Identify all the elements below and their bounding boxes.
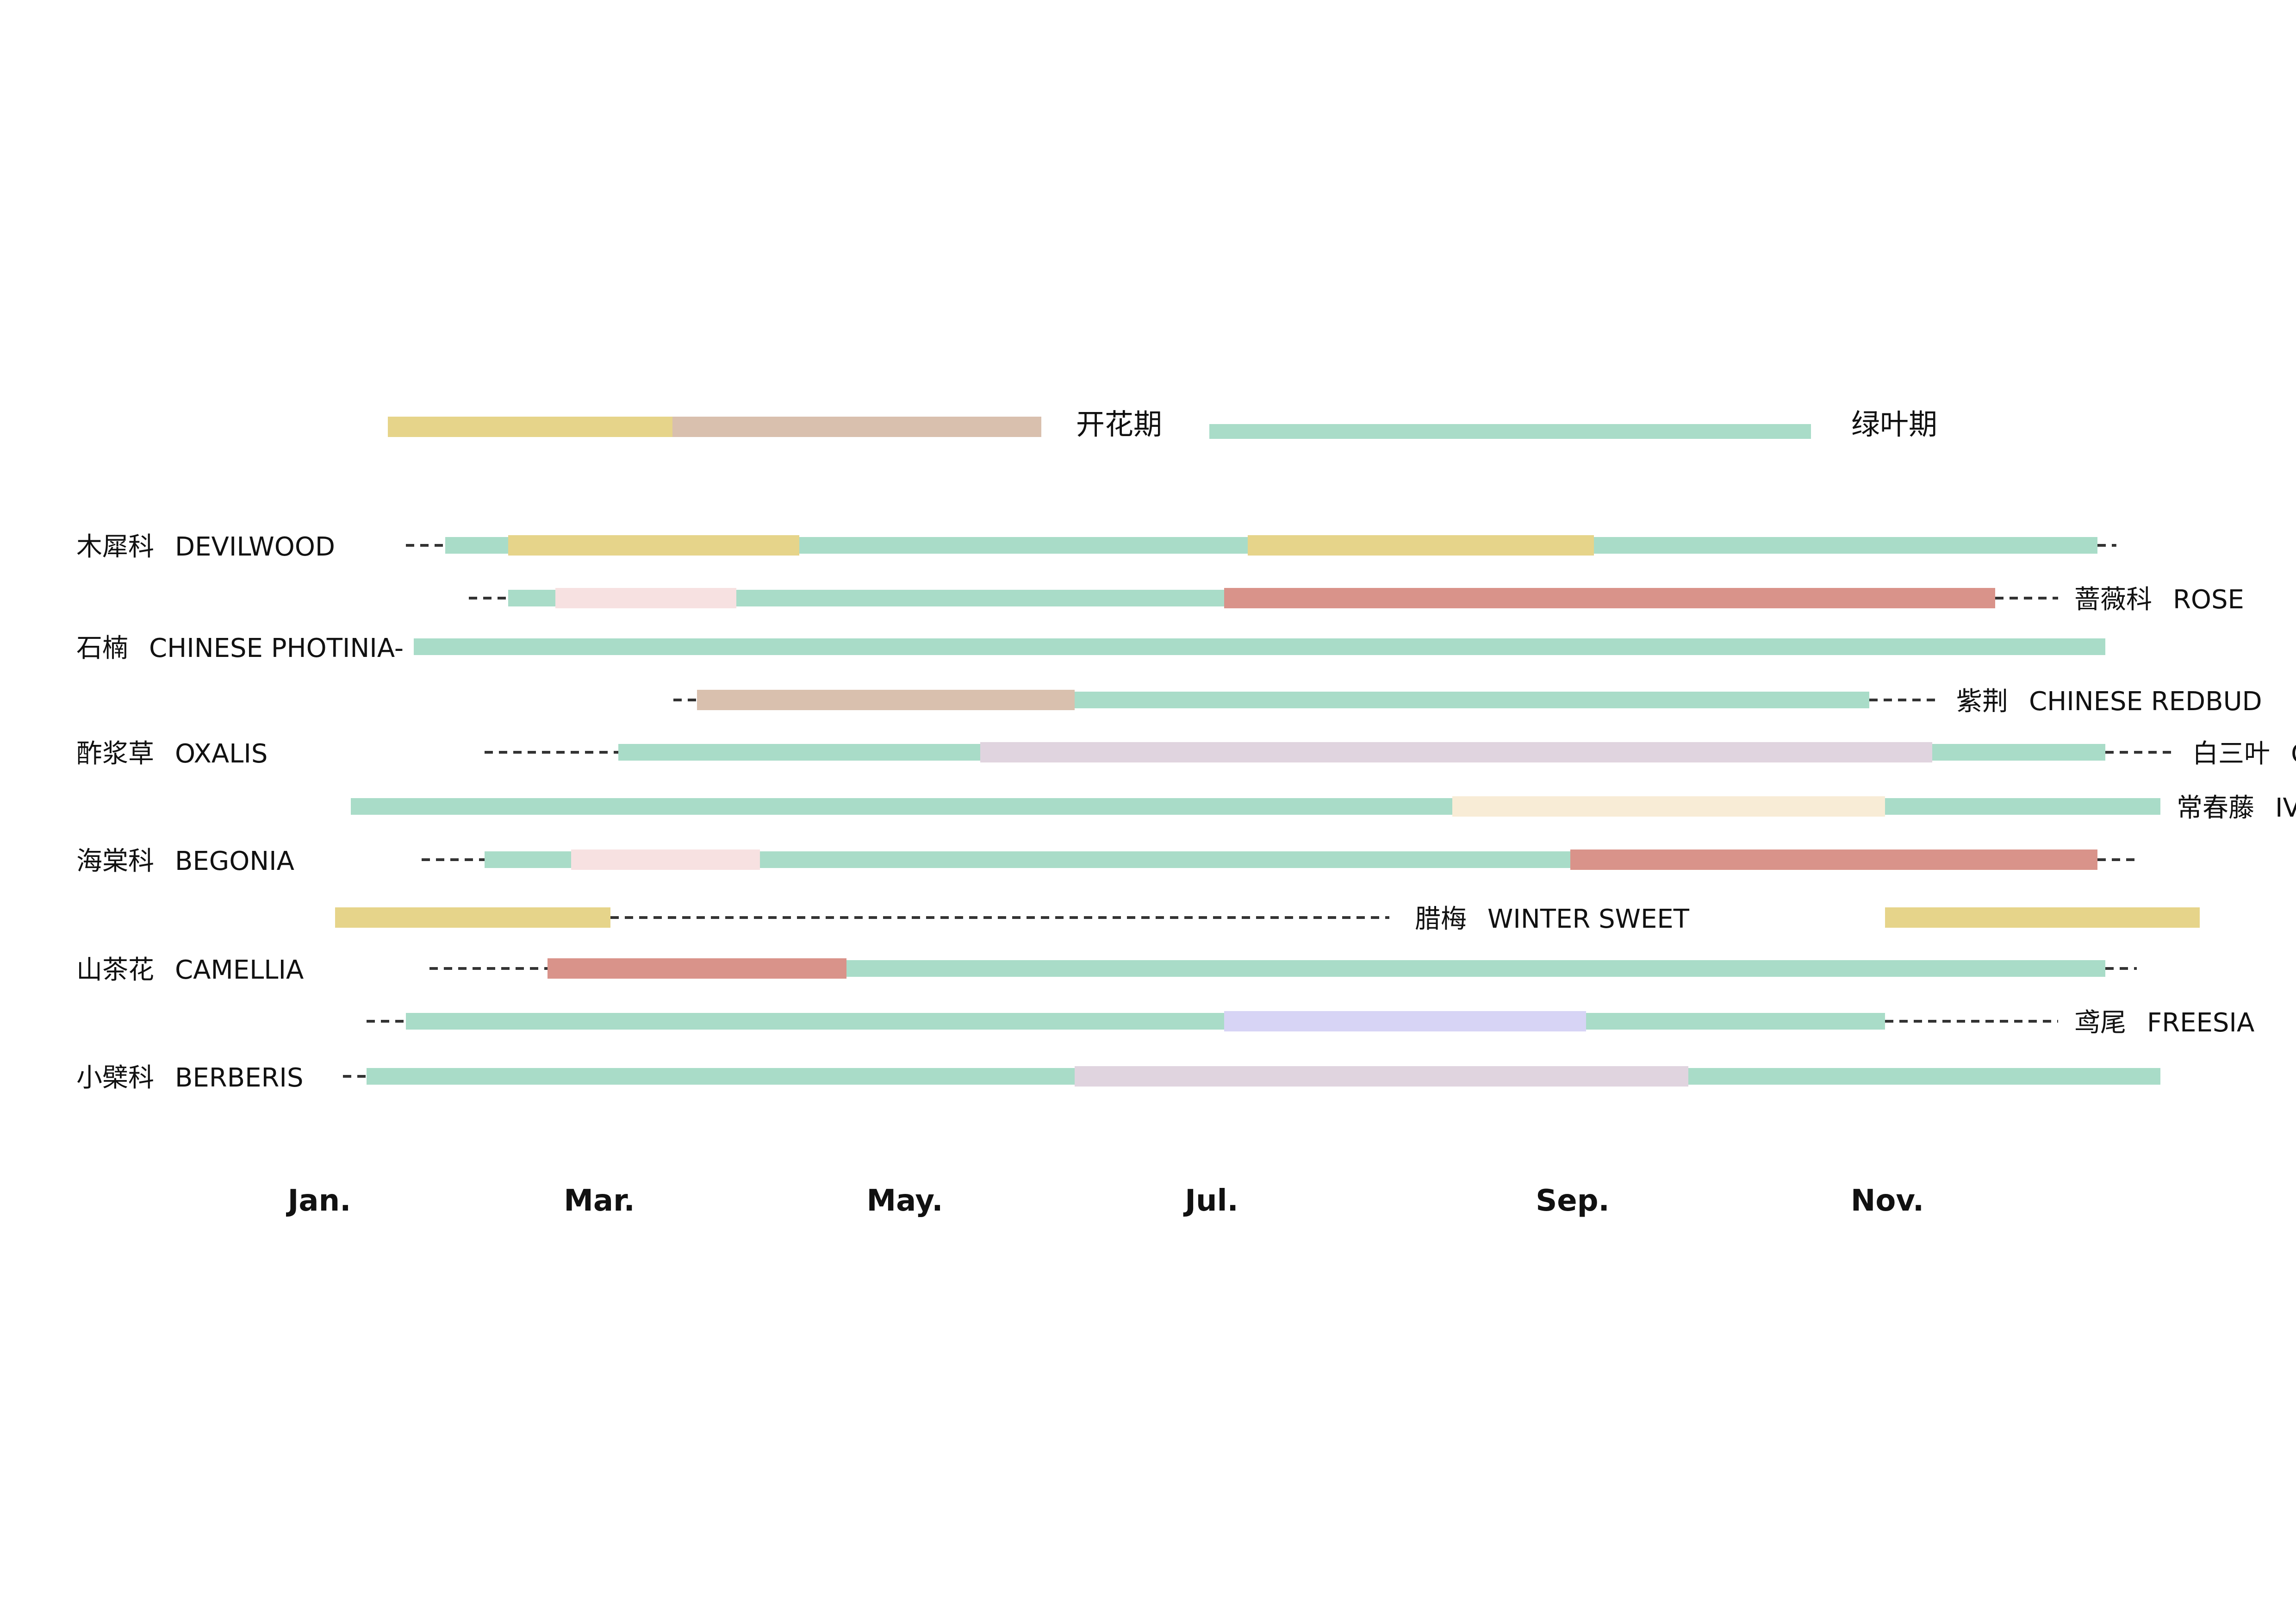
- plant-name-cn: 腊梅: [1415, 904, 1467, 934]
- plant-label-rose: 蔷薇科 ROSE: [2074, 585, 2244, 615]
- plant-name-cn: 小檗科: [76, 1063, 154, 1093]
- plant-row-begonia: 海棠科 BEGONIA: [76, 846, 2137, 876]
- plant-name-en: ROSE: [2173, 585, 2244, 615]
- month-tick-label: May.: [866, 1184, 943, 1218]
- plant-name-cn: 海棠科: [76, 846, 154, 876]
- plant-row-rose: 蔷薇科 ROSE: [469, 585, 2244, 615]
- plant-label-begonia: 海棠科 BEGONIA: [76, 846, 294, 876]
- flowering-period-bar: [1224, 1011, 1586, 1031]
- plant-row-chinese-redbud: 紫荆 CHINESE REDBUD: [673, 687, 2262, 717]
- plant-label-oxalis: 酢浆草 OXALIS: [76, 739, 268, 769]
- plant-name-cn: 山茶花: [76, 955, 154, 985]
- plant-label-freesia: 鸢尾 FREESIA: [2074, 1008, 2254, 1038]
- plant-name-en: BERBERIS: [175, 1063, 303, 1093]
- flowering-period-bar: [1885, 907, 2200, 928]
- plant-label-chinese-photinia: 石楠 CHINESE PHOTINIA-: [76, 633, 404, 663]
- flowering-period-bar: [335, 907, 610, 928]
- plant-rows: 木犀科 DEVILWOOD 蔷薇科 ROSE 石楠 CHINESE PHOTINIA- 紫荆…: [76, 532, 2296, 1093]
- legend-leaf-swatch: [1209, 424, 1811, 439]
- plant-label-ivy: 常春藤 IVY: [2177, 793, 2296, 823]
- plant-label-berberis: 小檗科 BERBERIS: [76, 1063, 303, 1093]
- leaf-period-bar: [351, 798, 2160, 815]
- plant-name-en: FREESIA: [2147, 1008, 2254, 1038]
- leaf-period-bar: [846, 960, 2105, 977]
- flowering-period-bar: [571, 849, 760, 870]
- plant-row-clover: 白三叶 CLOVER: [980, 739, 2296, 769]
- flowering-period-bar: [1570, 849, 2097, 870]
- flowering-period-bar: [1224, 588, 1995, 608]
- month-tick-label: Nov.: [1851, 1184, 1924, 1218]
- flowering-period-bar: [555, 588, 736, 608]
- flowering-period-bar: [980, 742, 1932, 762]
- legend-flowering-swatch-yellow: [388, 417, 672, 437]
- plant-name-en: CHINESE PHOTINIA-: [149, 633, 404, 663]
- plant-name-en: BEGONIA: [175, 846, 294, 876]
- leaf-period-bar: [406, 1013, 1885, 1030]
- plant-name-en: WINTER SWEET: [1487, 904, 1690, 934]
- plant-name-cn: 紫荆: [1956, 687, 2008, 717]
- plant-label-chinese-redbud: 紫荆 CHINESE REDBUD: [1956, 687, 2262, 717]
- month-tick-label: Jan.: [286, 1184, 351, 1218]
- plant-name-en: IVY: [2275, 793, 2296, 823]
- legend-leaf-label: 绿叶期: [1851, 407, 1937, 441]
- plant-row-chinese-photinia: 石楠 CHINESE PHOTINIA-: [76, 633, 2105, 663]
- plant-label-camellia: 山茶花 CAMELLIA: [76, 955, 304, 985]
- plant-name-en: OXALIS: [175, 739, 268, 769]
- month-tick-label: Jul.: [1183, 1184, 1238, 1218]
- flowering-period-bar: [548, 958, 846, 979]
- plant-name-en: CAMELLIA: [175, 955, 304, 985]
- flowering-period-bar: [1248, 535, 1594, 556]
- plant-name-en: CLOVER: [2291, 739, 2296, 769]
- flowering-period-bar: [508, 535, 799, 556]
- legend-flowering-swatch-tan: [672, 417, 1041, 437]
- flowering-period-bar: [1075, 1066, 1688, 1087]
- plant-row-ivy: 常春藤 IVY: [351, 793, 2296, 823]
- plant-label-winter-sweet: 腊梅 WINTER SWEET: [1415, 904, 1690, 934]
- plant-name-cn: 常春藤: [2177, 793, 2254, 823]
- legend: 开花期 绿叶期: [388, 407, 1937, 441]
- plant-row-winter-sweet: 腊梅 WINTER SWEET: [335, 904, 2200, 934]
- plant-name-cn: 白三叶: [2192, 739, 2270, 769]
- plant-label-devilwood: 木犀科 DEVILWOOD: [76, 532, 335, 562]
- month-tick-label: Mar.: [564, 1184, 635, 1218]
- flowering-period-bar: [697, 690, 1075, 710]
- plant-row-devilwood: 木犀科 DEVILWOOD: [76, 532, 2116, 562]
- flowering-period-bar: [1452, 796, 1885, 817]
- plant-name-en: DEVILWOOD: [175, 532, 335, 562]
- plant-name-cn: 鸢尾: [2074, 1008, 2126, 1038]
- month-axis: Jan. Mar. May. Jul. Sep. Nov.: [286, 1184, 1924, 1218]
- leaf-period-bar: [414, 638, 2105, 655]
- plant-row-freesia: 鸢尾 FREESIA: [367, 1008, 2254, 1038]
- plant-name-cn: 石楠: [76, 633, 128, 663]
- legend-flowering-label: 开花期: [1076, 407, 1162, 441]
- plant-name-cn: 木犀科: [76, 532, 154, 562]
- plant-row-berberis: 小檗科 BERBERIS: [76, 1063, 2160, 1093]
- plant-name-cn: 酢浆草: [76, 739, 154, 769]
- plant-label-clover: 白三叶 CLOVER: [2192, 739, 2296, 769]
- plant-row-camellia: 山茶花 CAMELLIA: [76, 955, 2137, 985]
- month-tick-label: Sep.: [1536, 1184, 1610, 1218]
- plant-name-en: CHINESE REDBUD: [2029, 687, 2262, 717]
- plant-name-cn: 蔷薇科: [2074, 585, 2152, 615]
